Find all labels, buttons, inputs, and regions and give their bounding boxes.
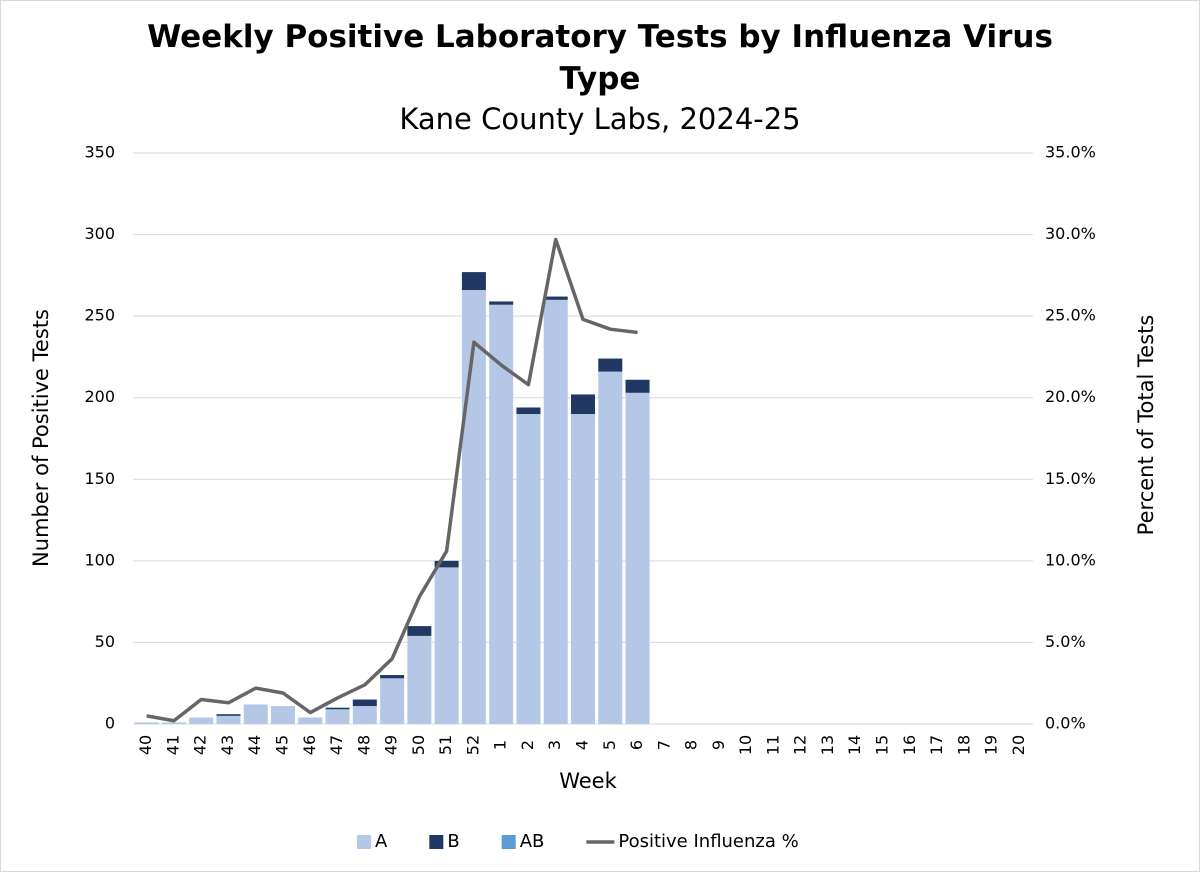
x-tick-label: 41 [163, 735, 182, 755]
bar [625, 379, 650, 393]
bar [216, 715, 241, 724]
bar [625, 392, 650, 724]
bar [380, 678, 405, 724]
x-tick-label: 2 [518, 740, 537, 750]
bar [543, 296, 568, 300]
legend-swatch [429, 835, 444, 849]
x-tick-label: 13 [818, 735, 837, 755]
y-tick-label: 50 [95, 632, 115, 651]
chart-subtitle: Kane County Labs, 2024-25 [399, 102, 801, 136]
bar [161, 722, 186, 724]
legend-swatch [357, 835, 371, 849]
y2-tick-label: 15.0% [1045, 469, 1096, 488]
bar [243, 704, 268, 724]
bar [489, 304, 514, 724]
bar [461, 272, 486, 291]
x-tick-label: 40 [136, 735, 155, 755]
bar [298, 717, 323, 724]
bar [571, 394, 595, 415]
bar [434, 560, 459, 568]
y2-tick-label: 30.0% [1045, 224, 1096, 243]
x-tick-label: 5 [600, 740, 619, 750]
x-tick-label: 8 [682, 740, 701, 750]
x-tick-label: 4 [573, 740, 592, 750]
x-tick-label: 47 [327, 735, 346, 755]
bar [216, 714, 241, 716]
bar [271, 706, 295, 724]
x-tick-label: 46 [300, 735, 319, 755]
bar [434, 567, 459, 724]
x-tick-label: 18 [954, 735, 973, 755]
y2-tick-label: 10.0% [1045, 550, 1096, 569]
y2-tick-label: 35.0% [1045, 143, 1096, 162]
x-tick-label: 17 [927, 735, 946, 755]
x-tick-label: 15 [873, 735, 892, 755]
bar [134, 722, 159, 724]
x-tick-label: 16 [900, 735, 919, 755]
y-tick-label: 350 [84, 143, 115, 162]
legend-label: AB [520, 831, 545, 852]
bar [516, 414, 541, 724]
bar [407, 626, 432, 636]
bar [598, 358, 623, 372]
bar [571, 414, 595, 724]
bar [598, 371, 623, 724]
x-tick-label: 1 [491, 740, 510, 750]
legend-label: B [447, 831, 459, 852]
bar [516, 407, 541, 415]
x-axis-label: Week [559, 769, 617, 793]
x-tick-label: 12 [791, 735, 810, 755]
x-tick-label: 51 [436, 735, 455, 755]
y-tick-label: 200 [84, 387, 115, 406]
bar [380, 675, 405, 679]
y-tick-label: 0 [105, 714, 115, 733]
legend-label: Positive Influenza % [618, 831, 798, 852]
y2-tick-label: 0.0% [1045, 714, 1086, 733]
legend-label: A [375, 831, 388, 852]
bar [352, 706, 377, 724]
bar [543, 299, 568, 724]
bar [189, 717, 214, 724]
y-tick-label: 250 [84, 306, 115, 325]
bar [461, 290, 486, 724]
x-tick-label: 48 [354, 735, 373, 755]
y-tick-label: 150 [84, 469, 115, 488]
bar [407, 635, 432, 724]
y2-tick-label: 20.0% [1045, 387, 1096, 406]
y-tick-label: 300 [84, 224, 115, 243]
x-tick-label: 11 [763, 735, 782, 755]
x-tick-label: 44 [245, 735, 264, 755]
legend-swatch [501, 835, 516, 849]
x-tick-label: 43 [218, 735, 237, 755]
x-tick-label: 50 [409, 735, 428, 755]
x-tick-label: 20 [1009, 735, 1028, 755]
x-tick-label: 49 [382, 735, 401, 755]
x-tick-label: 3 [545, 740, 564, 750]
y2-tick-label: 25.0% [1045, 306, 1096, 325]
y-axis-label: Number of Positive Tests [29, 309, 53, 567]
y2-tick-label: 5.0% [1045, 632, 1086, 651]
x-tick-label: 42 [191, 735, 210, 755]
bar [352, 699, 377, 707]
bar [489, 301, 514, 305]
x-tick-label: 45 [273, 735, 292, 755]
y2-axis-label: Percent of Total Tests [1134, 315, 1158, 536]
bar [325, 709, 350, 724]
x-tick-label: 9 [709, 740, 728, 750]
bar [325, 707, 350, 710]
x-tick-label: 14 [845, 735, 864, 755]
x-tick-label: 52 [463, 735, 482, 755]
chart-title: Weekly Positive Laboratory Tests by Infl… [147, 19, 1053, 97]
x-tick-label: 6 [627, 740, 646, 750]
y-tick-label: 100 [84, 550, 115, 569]
line [146, 237, 638, 723]
x-tick-label: 7 [654, 740, 673, 750]
x-tick-label: 19 [982, 735, 1001, 755]
x-tick-label: 10 [736, 735, 755, 755]
